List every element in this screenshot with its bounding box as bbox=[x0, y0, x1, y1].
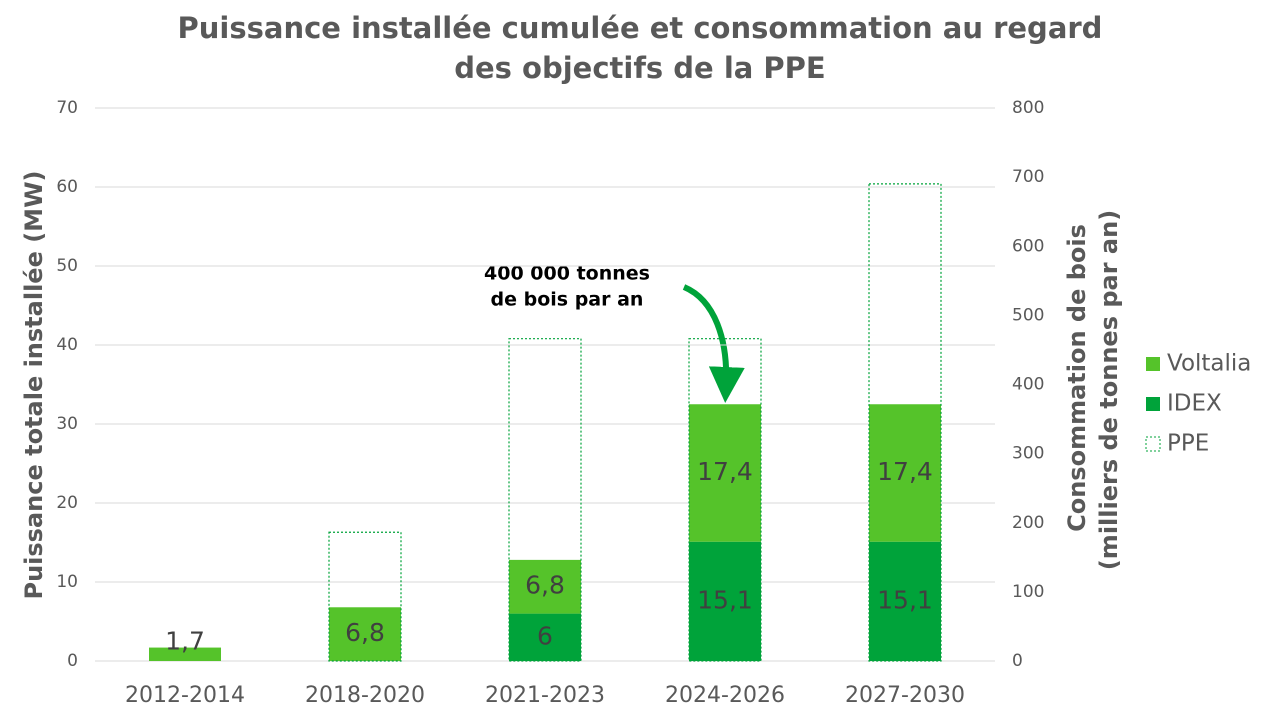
x-tick-label: 2027-2030 bbox=[845, 683, 965, 708]
legend-swatch bbox=[1146, 397, 1160, 411]
y2-tick-label: 300 bbox=[1012, 444, 1044, 464]
x-tick-label: 2018-2020 bbox=[305, 683, 425, 708]
bar bbox=[869, 541, 941, 661]
ppe-bar bbox=[508, 338, 582, 662]
y2-axis-label: (milliers de tonnes par an) bbox=[1095, 210, 1123, 570]
ppe-bar bbox=[688, 338, 762, 662]
value-label: 15,1 bbox=[697, 585, 753, 614]
y-tick-label: 30 bbox=[56, 414, 78, 434]
bar bbox=[869, 404, 941, 542]
y2-tick-label: 200 bbox=[1012, 513, 1044, 533]
value-label: 17,4 bbox=[697, 457, 753, 486]
bar bbox=[689, 541, 761, 661]
x-tick-label: 2012-2014 bbox=[125, 683, 245, 708]
value-label: 17,4 bbox=[877, 457, 933, 486]
value-label: 1,7 bbox=[165, 627, 205, 656]
y2-tick-label: 800 bbox=[1012, 98, 1044, 118]
bar bbox=[509, 613, 581, 661]
legend-swatch bbox=[1146, 357, 1160, 371]
legend-label: PPE bbox=[1167, 431, 1209, 457]
x-tick-label: 2021-2023 bbox=[485, 683, 605, 708]
y2-tick-label: 400 bbox=[1012, 375, 1044, 395]
y-tick-label: 40 bbox=[56, 335, 78, 355]
chart-title: Puissance installée cumulée et consommat… bbox=[178, 11, 1103, 45]
y-tick-label: 50 bbox=[56, 256, 78, 276]
y-tick-label: 60 bbox=[56, 177, 78, 197]
annotation: de bois par an bbox=[491, 289, 644, 311]
value-label: 15,1 bbox=[877, 585, 933, 614]
ppe-bar bbox=[868, 183, 942, 662]
bar bbox=[329, 607, 401, 661]
x-tick-label: 2024-2026 bbox=[665, 683, 785, 708]
annotation: 400 000 tonnes bbox=[484, 263, 650, 285]
y-tick-label: 20 bbox=[56, 493, 78, 513]
legend-swatch bbox=[1145, 436, 1161, 452]
value-label: 6,8 bbox=[345, 618, 385, 647]
y2-tick-label: 500 bbox=[1012, 305, 1044, 325]
legend-label: IDEX bbox=[1167, 391, 1222, 417]
bar bbox=[509, 559, 581, 614]
y-tick-label: 10 bbox=[56, 572, 78, 592]
y-tick-label: 70 bbox=[56, 98, 78, 118]
chart-title: des objectifs de la PPE bbox=[454, 51, 826, 85]
y2-axis-label: Consommation de bois bbox=[1063, 224, 1091, 532]
y-axis-label: Puissance totale installée (MW) bbox=[20, 170, 48, 599]
annotation-arrow bbox=[682, 284, 745, 403]
value-label: 6 bbox=[537, 621, 553, 650]
y2-tick-label: 700 bbox=[1012, 167, 1044, 187]
y2-tick-label: 100 bbox=[1012, 582, 1044, 602]
bar bbox=[689, 404, 761, 542]
y2-tick-label: 600 bbox=[1012, 236, 1044, 256]
bar bbox=[149, 647, 221, 661]
legend-label: Voltalia bbox=[1167, 351, 1251, 377]
y-tick-label: 0 bbox=[67, 651, 78, 671]
value-label: 6,8 bbox=[525, 571, 565, 600]
ppe-bar bbox=[328, 531, 402, 662]
y2-tick-label: 0 bbox=[1012, 651, 1023, 671]
